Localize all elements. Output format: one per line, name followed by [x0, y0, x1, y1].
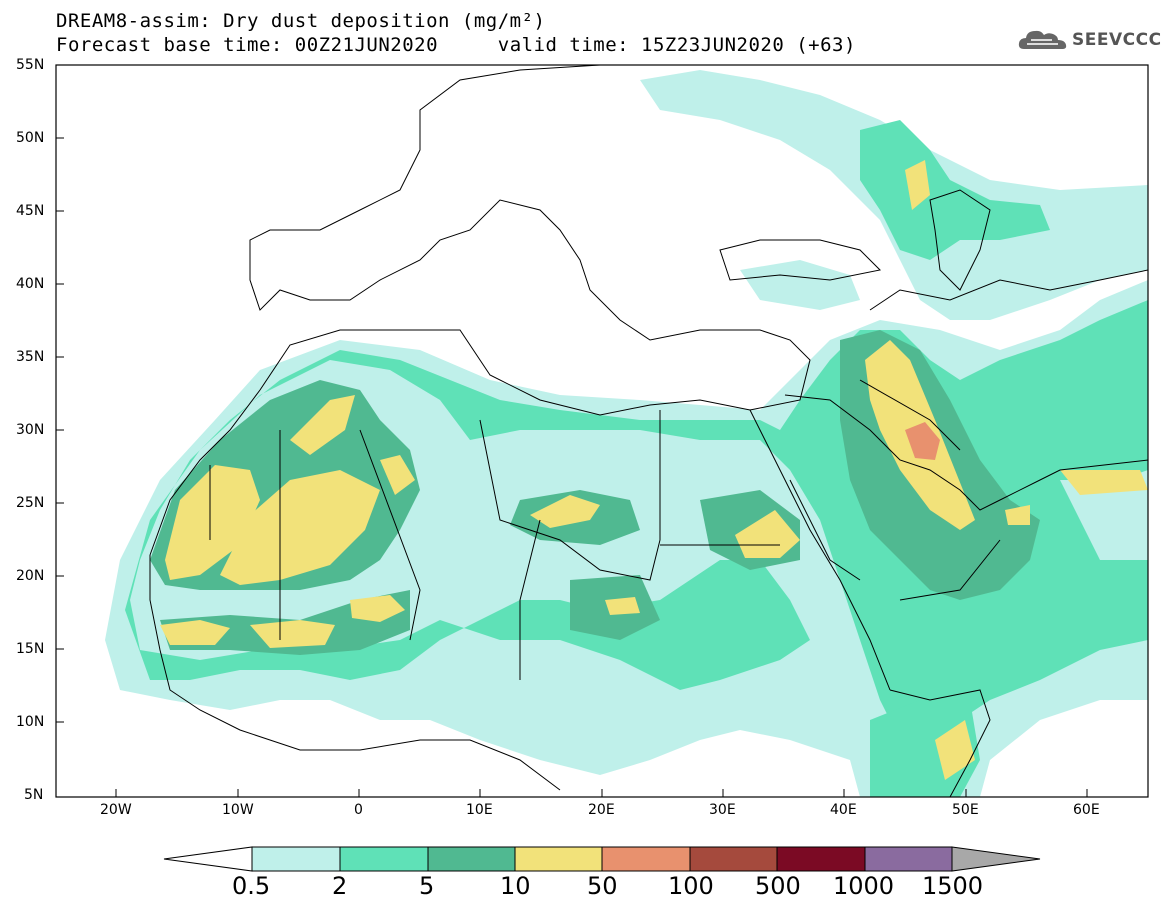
seevccc-logo: SEEVCCC [1018, 26, 1162, 54]
colorbar-swatch [689, 846, 778, 872]
lon-label: 0 [354, 802, 363, 818]
lon-label: 50E [952, 802, 979, 818]
lon-label: 30E [709, 802, 736, 818]
colorbar-swatch [251, 846, 341, 872]
level-50-area [905, 422, 940, 460]
colorbar-over-arrow [951, 846, 1041, 872]
lat-label: 45N [16, 203, 45, 219]
colorbar-label: 1500 [922, 872, 984, 900]
coastlines [149, 65, 1148, 797]
colorbar-under-arrow [163, 846, 253, 872]
lat-label: 10N [16, 714, 45, 730]
colorbar-swatch [864, 846, 953, 872]
dust-field [56, 65, 1148, 797]
colorbar-label: 0.5 [232, 872, 271, 900]
colorbar-swatch [776, 846, 866, 872]
lat-label: 25N [16, 495, 45, 511]
colorbar-swatch [514, 846, 603, 872]
lon-label: 20E [588, 802, 615, 818]
colorbar-label: 10 [500, 872, 531, 900]
lon-label: 60E [1073, 802, 1100, 818]
map-subtitle: Forecast base time: 00Z21JUN2020 valid t… [56, 34, 856, 56]
colorbar-label: 50 [587, 872, 618, 900]
lat-label: 5N [24, 787, 44, 803]
lat-label: 15N [16, 641, 45, 657]
logo-text: SEEVCCC [1072, 30, 1162, 50]
lon-label: 10E [466, 802, 493, 818]
cloud-icon [1018, 30, 1067, 49]
lat-label: 35N [16, 349, 45, 365]
colorbar-label: 1000 [833, 872, 895, 900]
colorbar-label: 5 [419, 872, 435, 900]
lat-label: 55N [16, 57, 45, 73]
lat-label: 40N [16, 276, 45, 292]
colorbar-swatch [427, 846, 516, 872]
valid-time: valid time: 15Z23JUN2020 (+63) [497, 34, 856, 56]
base-time: Forecast base time: 00Z21JUN2020 [56, 34, 439, 56]
axis-ticks [56, 64, 1088, 797]
map-title: DREAM8-assim: Dry dust deposition (mg/m²… [56, 10, 546, 32]
colorbar-label: 500 [755, 872, 801, 900]
colorbar-swatch [601, 846, 691, 872]
lat-label: 50N [16, 130, 45, 146]
lon-label: 10W [222, 802, 254, 818]
colorbar-swatch [339, 846, 429, 872]
lon-label: 40E [830, 802, 857, 818]
colorbar-label: 100 [668, 872, 714, 900]
colorbar [163, 846, 1041, 872]
lat-label: 30N [16, 422, 45, 438]
colorbar-label: 2 [332, 872, 348, 900]
lat-label: 20N [16, 568, 45, 584]
lon-label: 20W [100, 802, 132, 818]
